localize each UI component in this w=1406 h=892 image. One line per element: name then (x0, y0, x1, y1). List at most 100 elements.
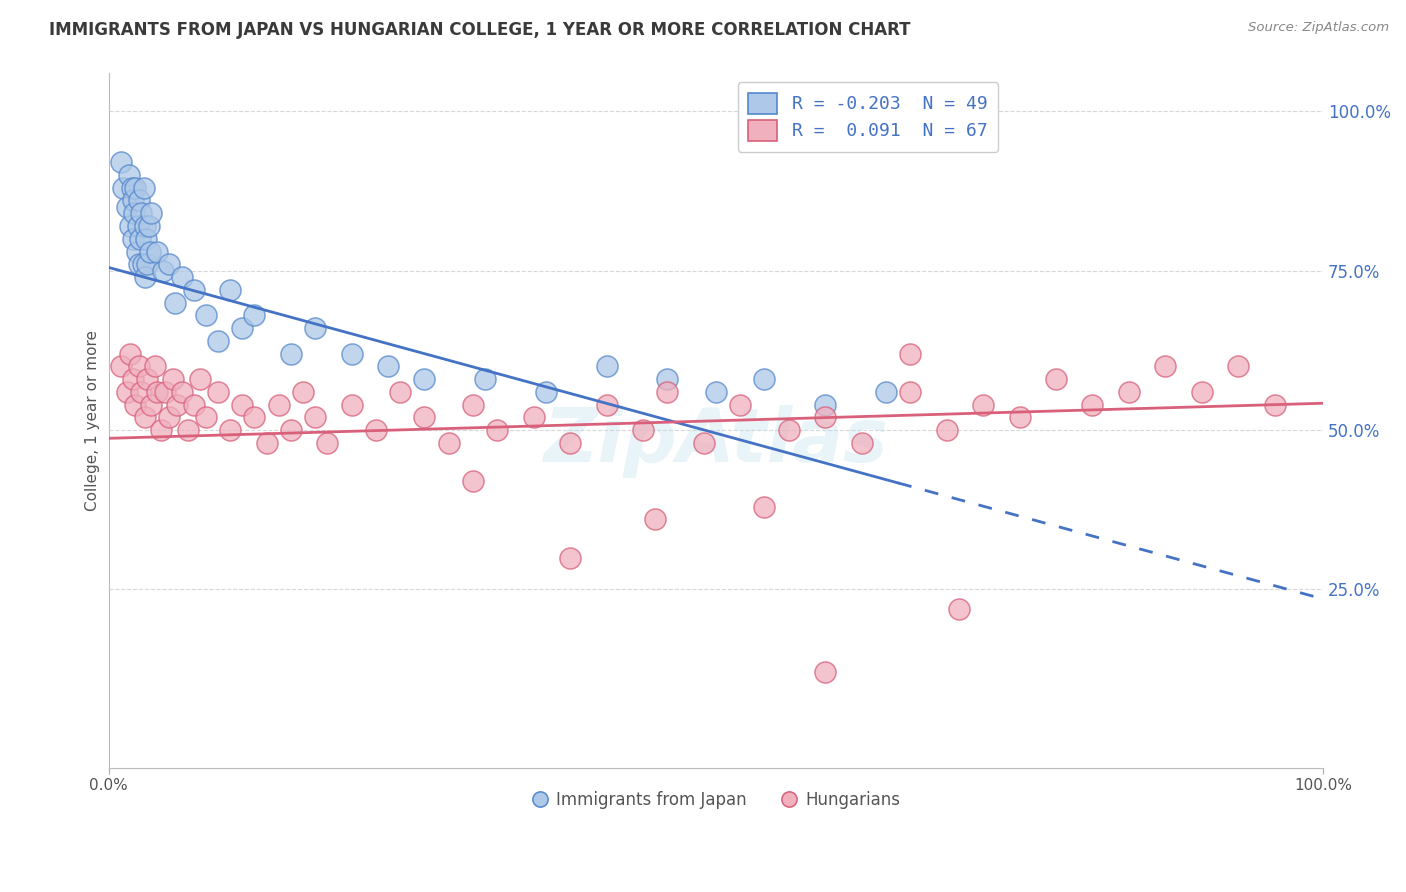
Point (194, 308, 217, 322)
Point (149, 423, 172, 437)
Point (194, 410, 217, 425)
Point (389, 384, 412, 399)
Point (146, 384, 169, 399)
Point (122, 206, 145, 220)
Point (131, 206, 153, 220)
Point (135, 232, 157, 246)
Point (851, 435, 873, 450)
Point (128, 359, 150, 374)
Point (304, 321, 326, 335)
Point (595, 398, 617, 412)
Point (377, 359, 399, 374)
Point (162, 372, 184, 386)
Point (170, 384, 193, 399)
Point (118, 168, 141, 182)
Point (560, 435, 582, 450)
Point (972, 398, 994, 412)
Point (143, 359, 166, 374)
Point (754, 500, 776, 514)
Point (814, 410, 837, 425)
Point (188, 372, 211, 386)
Point (243, 410, 266, 425)
Point (814, 665, 837, 680)
Point (120, 346, 142, 360)
Point (146, 244, 169, 259)
Point (693, 435, 716, 450)
Point (1008, 410, 1031, 425)
Point (523, 410, 546, 425)
Point (139, 206, 162, 220)
Point (413, 372, 436, 386)
Text: Source: ZipAtlas.com: Source: ZipAtlas.com (1249, 21, 1389, 34)
Point (183, 398, 205, 412)
Point (110, 155, 132, 169)
Point (136, 372, 159, 386)
Point (176, 423, 198, 437)
Point (134, 270, 156, 285)
Point (595, 359, 617, 374)
Point (207, 334, 229, 348)
Point (112, 180, 135, 194)
Point (124, 398, 146, 412)
Point (1045, 372, 1067, 386)
Point (138, 219, 160, 233)
Point (534, 384, 557, 399)
Point (129, 232, 152, 246)
Point (219, 283, 242, 297)
Point (131, 384, 153, 399)
Point (157, 410, 180, 425)
Point (231, 321, 253, 335)
Point (122, 194, 145, 208)
Point (280, 423, 302, 437)
Point (486, 423, 509, 437)
Point (131, 257, 153, 271)
Point (110, 359, 132, 374)
Point (778, 423, 800, 437)
Point (120, 219, 142, 233)
Point (166, 398, 188, 412)
Point (1227, 359, 1250, 374)
Point (1264, 398, 1286, 412)
Point (219, 423, 242, 437)
Point (134, 219, 156, 233)
Point (657, 372, 679, 386)
Point (115, 200, 138, 214)
Point (704, 384, 727, 399)
Point (170, 270, 193, 285)
Point (413, 410, 436, 425)
Point (139, 244, 162, 259)
Point (898, 384, 921, 399)
Point (875, 384, 897, 399)
Point (152, 263, 174, 277)
Point (560, 550, 582, 565)
Y-axis label: College, 1 year or more: College, 1 year or more (86, 330, 100, 511)
Point (754, 372, 776, 386)
Point (157, 257, 180, 271)
Point (124, 180, 146, 194)
Point (1191, 384, 1213, 399)
Point (121, 180, 143, 194)
Point (461, 398, 484, 412)
Point (340, 398, 363, 412)
Point (132, 180, 155, 194)
Point (280, 346, 302, 360)
Point (183, 283, 205, 297)
Point (115, 384, 138, 399)
Point (153, 384, 176, 399)
Point (122, 372, 145, 386)
Point (814, 398, 837, 412)
Point (127, 219, 149, 233)
Point (136, 257, 159, 271)
Point (243, 308, 266, 322)
Point (139, 398, 162, 412)
Point (291, 384, 314, 399)
Point (128, 194, 150, 208)
Point (267, 398, 290, 412)
Point (657, 384, 679, 399)
Point (631, 423, 654, 437)
Point (256, 435, 278, 450)
Point (125, 244, 148, 259)
Point (364, 423, 387, 437)
Legend: Immigrants from Japan, Hungarians: Immigrants from Japan, Hungarians (524, 784, 907, 815)
Point (134, 410, 156, 425)
